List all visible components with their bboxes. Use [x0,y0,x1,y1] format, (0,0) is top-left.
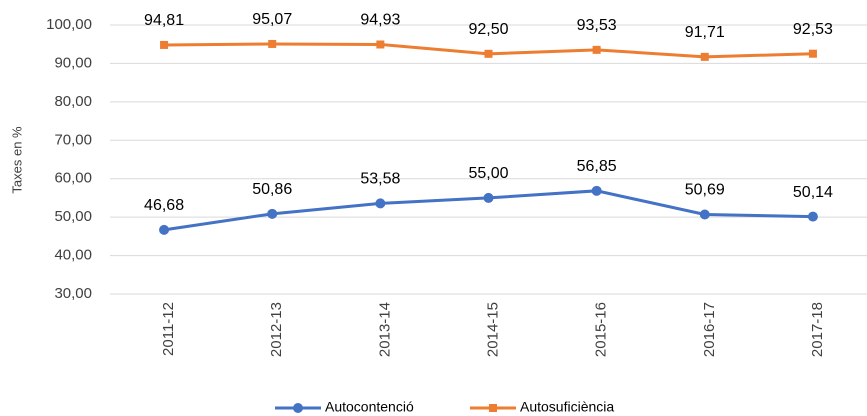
y-tick-label: 90,00 [54,54,92,71]
data-label: 92,53 [793,21,833,38]
x-tick-label: 2014-15 [484,302,501,357]
point-marker [268,39,277,48]
point-marker [483,192,494,203]
y-axis-title: Taxes en % [9,126,24,194]
data-label: 53,58 [360,171,400,188]
point-marker [591,185,602,196]
data-label: 56,85 [577,158,617,175]
y-tick-label: 100,00 [46,16,92,33]
data-label: 94,81 [144,12,184,29]
point-marker [808,49,817,58]
data-label: 92,50 [468,21,508,38]
data-label: 50,69 [685,182,725,199]
point-marker [293,403,303,413]
point-marker [159,224,170,235]
y-tick-label: 30,00 [54,285,92,302]
x-tick-label: 2011-12 [160,302,177,356]
y-tick-label: 60,00 [54,170,92,187]
y-tick-label: 80,00 [54,93,92,110]
point-marker [700,52,709,61]
legend-label: Autocontenció [325,399,414,415]
data-label: 91,71 [685,24,725,41]
x-tick-label: 2012-13 [268,302,285,357]
point-marker [592,45,601,54]
y-tick-label: 40,00 [54,247,92,264]
point-marker [375,198,386,209]
data-label: 55,00 [468,165,508,182]
data-label: 46,68 [144,197,184,214]
x-tick-label: 2016-17 [701,302,718,357]
point-marker [489,404,497,412]
point-marker [484,49,493,58]
x-tick-label: 2013-14 [376,302,393,357]
data-label: 94,93 [360,12,400,29]
point-marker [376,40,385,49]
legend-label: Autosuficiència [520,399,614,415]
data-label: 50,14 [793,184,833,201]
x-tick-label: 2017-18 [809,302,826,357]
y-tick-label: 50,00 [54,208,92,225]
data-label: 93,53 [577,17,617,34]
point-marker [699,209,710,220]
point-marker [160,40,169,49]
point-marker [807,211,818,222]
x-tick-label: 2015-16 [593,302,610,357]
y-tick-label: 70,00 [54,131,92,148]
data-label: 50,86 [252,181,292,198]
point-marker [267,208,278,219]
data-label: 95,07 [252,11,292,28]
